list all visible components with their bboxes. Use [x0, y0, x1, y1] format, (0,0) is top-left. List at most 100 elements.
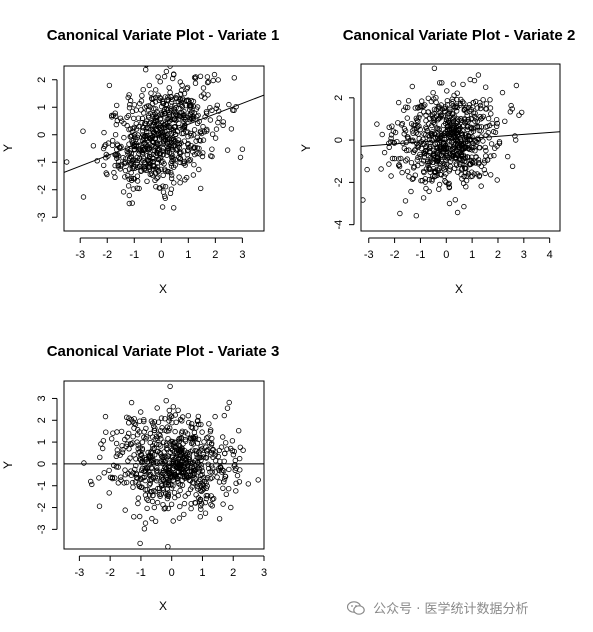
data-point — [147, 439, 153, 446]
data-point — [492, 145, 498, 151]
data-point — [484, 157, 491, 163]
data-point — [207, 428, 214, 435]
data-point — [446, 168, 452, 174]
data-point — [203, 109, 210, 115]
data-point — [461, 162, 467, 168]
data-point — [188, 421, 195, 427]
data-point — [144, 487, 150, 493]
data-point — [458, 156, 464, 162]
data-point — [154, 108, 160, 115]
data-point — [488, 141, 495, 147]
x-tick-label: 1 — [185, 249, 191, 261]
y-tick-label: -3 — [36, 524, 48, 534]
data-point — [402, 198, 409, 204]
data-point — [170, 146, 176, 153]
data-point — [198, 465, 205, 471]
data-point — [415, 104, 421, 110]
x-tick-label: 3 — [239, 249, 245, 261]
x-tick-label: -1 — [136, 567, 146, 579]
data-point — [161, 193, 168, 199]
data-point — [165, 119, 171, 125]
data-point — [168, 413, 175, 419]
data-point — [237, 444, 243, 450]
data-point — [100, 438, 107, 444]
y-axis: -4 -2 0 2 — [333, 95, 355, 230]
data-point — [197, 514, 203, 520]
data-point — [152, 518, 159, 524]
data-point — [210, 495, 217, 502]
data-point — [191, 480, 197, 486]
data-point — [122, 174, 128, 180]
y-tick-label: -1 — [36, 157, 48, 167]
data-point — [188, 424, 194, 430]
data-point — [473, 98, 479, 105]
data-point — [204, 126, 210, 133]
data-point — [162, 183, 169, 190]
data-point — [168, 175, 175, 181]
data-point — [126, 104, 133, 111]
x-tick-label: 2 — [212, 249, 218, 261]
data-point — [125, 94, 131, 101]
data-point — [132, 134, 138, 140]
data-point — [122, 472, 129, 478]
data-point — [216, 115, 222, 121]
data-point — [401, 126, 408, 132]
data-point — [446, 184, 452, 190]
data-point — [190, 132, 197, 138]
data-point — [181, 108, 187, 115]
x-tick-label: 2 — [230, 567, 236, 579]
data-point — [472, 160, 479, 166]
data-point — [396, 162, 402, 168]
data-point — [171, 139, 177, 145]
data-point — [405, 104, 411, 111]
data-point — [157, 428, 164, 434]
data-point — [145, 143, 151, 149]
data-point — [221, 412, 227, 419]
data-point — [119, 443, 125, 449]
data-point — [122, 436, 128, 443]
data-point — [488, 153, 494, 159]
data-point — [170, 127, 177, 133]
variate-2-panel: Canonical Variate Plot - Variate 2 -3 -2 -1… — [299, 27, 575, 296]
x-tick-label: 2 — [495, 249, 501, 261]
data-point — [171, 180, 177, 186]
data-point — [131, 165, 138, 171]
data-point — [140, 110, 147, 116]
data-point — [467, 136, 473, 142]
data-point — [146, 144, 152, 151]
data-point — [406, 147, 412, 153]
y-tick-label: -4 — [333, 220, 345, 230]
data-point — [151, 163, 158, 169]
data-point — [409, 176, 416, 182]
data-point — [236, 455, 243, 462]
data-point — [192, 435, 199, 442]
data-point — [125, 183, 132, 189]
data-point — [429, 122, 435, 129]
data-point — [223, 491, 229, 497]
data-point — [139, 149, 146, 155]
data-point — [200, 85, 207, 91]
data-point — [402, 104, 409, 110]
data-point — [229, 107, 236, 113]
data-point — [434, 126, 441, 132]
data-point — [463, 177, 470, 184]
data-point — [215, 77, 221, 83]
data-point — [149, 155, 156, 161]
data-point — [463, 105, 469, 111]
data-point — [379, 131, 385, 138]
data-point — [430, 89, 436, 96]
data-point — [196, 498, 203, 504]
data-point — [425, 95, 431, 101]
data-point — [165, 505, 171, 512]
data-point — [130, 186, 137, 192]
data-point — [168, 106, 174, 112]
data-point — [183, 473, 190, 479]
data-point — [167, 190, 174, 196]
data-point — [101, 143, 108, 149]
data-point — [234, 472, 241, 479]
data-point — [186, 157, 192, 164]
data-point — [142, 520, 149, 526]
wechat-icon — [347, 601, 365, 615]
data-point — [404, 168, 411, 175]
data-point — [172, 428, 178, 435]
